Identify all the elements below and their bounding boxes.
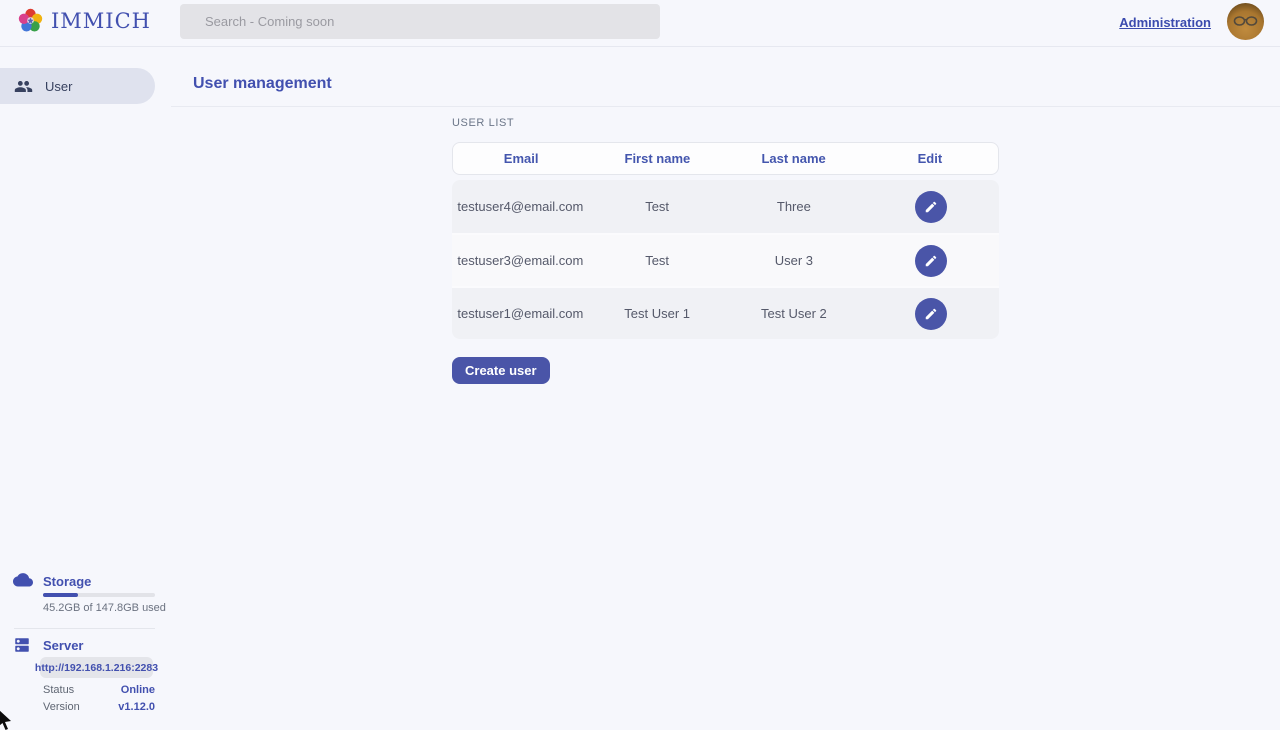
administration-link[interactable]: Administration (1119, 15, 1211, 30)
sidebar-divider (14, 628, 155, 629)
brand-name: IMMICH (51, 8, 151, 33)
sidebar: User Storage 45.2GB of 147.8GB used Serv… (0, 47, 170, 730)
glasses-icon (1233, 16, 1258, 26)
server-title: Server (43, 638, 84, 653)
user-table-body: testuser4@email.com Test Three testuser3… (452, 180, 999, 339)
sidebar-item-user[interactable]: User (0, 68, 155, 104)
main-content: User management USER LIST Email First na… (170, 47, 1280, 730)
group-icon (14, 77, 33, 96)
cell-last-name: Three (776, 199, 811, 214)
storage-progress-track (43, 593, 155, 597)
table-row: testuser1@email.com Test User 1 Test Use… (452, 286, 999, 339)
user-table-header: Email First name Last name Edit (452, 142, 999, 175)
edit-user-button[interactable] (914, 297, 947, 330)
user-avatar[interactable] (1227, 3, 1264, 40)
header-last-name: Last name (761, 151, 826, 166)
cell-email: testuser3@email.com (457, 253, 584, 268)
immich-flower-icon (17, 7, 44, 34)
status-label: Status (43, 684, 75, 696)
mouse-cursor (0, 710, 13, 730)
table-row: testuser3@email.com Test User 3 (452, 233, 999, 286)
immich-logo[interactable]: IMMICH (17, 7, 151, 34)
title-divider (171, 106, 1280, 107)
storage-title: Storage (43, 574, 92, 589)
version-label: Version (43, 701, 80, 713)
pencil-icon (925, 255, 936, 266)
cell-email: testuser1@email.com (457, 306, 584, 321)
status-value: Online (120, 684, 155, 696)
cell-first-name: Test (645, 253, 670, 268)
page-title: User management (193, 75, 332, 92)
edit-user-button[interactable] (914, 190, 947, 223)
storage-usage-text: 45.2GB of 147.8GB used (43, 602, 166, 614)
edit-user-button[interactable] (914, 244, 947, 277)
search-input[interactable] (180, 4, 660, 39)
server-url-badge: http://192.168.1.216:2283 (35, 657, 158, 678)
version-value: v1.12.0 (118, 701, 155, 713)
cell-first-name: Test (645, 199, 670, 214)
server-icon (13, 636, 31, 659)
header-edit: Edit (917, 151, 943, 166)
sidebar-item-user-label: User (45, 78, 73, 94)
header-first-name: First name (624, 151, 691, 166)
pencil-icon (925, 201, 936, 212)
header-email: Email (503, 151, 539, 166)
server-status-row: Status Online (43, 684, 155, 696)
user-list-heading: USER LIST (452, 117, 515, 129)
storage-progress-fill (43, 593, 78, 597)
pencil-icon (925, 308, 936, 319)
create-user-button[interactable]: Create user (452, 357, 550, 384)
cloud-icon (13, 571, 33, 592)
cell-first-name: Test User 1 (624, 306, 690, 321)
cell-last-name: User 3 (774, 253, 814, 268)
top-bar: IMMICH Administration (0, 0, 1280, 47)
table-row: testuser4@email.com Test Three (452, 180, 999, 233)
server-version-row: Version v1.12.0 (43, 701, 155, 713)
cell-last-name: Test User 2 (761, 306, 827, 321)
cell-email: testuser4@email.com (457, 199, 584, 214)
